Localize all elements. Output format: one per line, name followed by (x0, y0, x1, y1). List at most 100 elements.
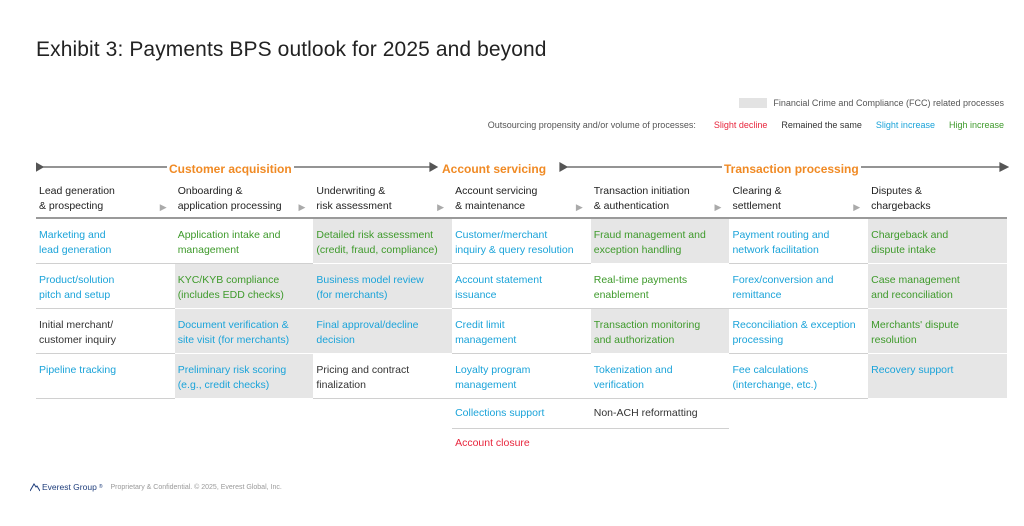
fcc-legend-label: Financial Crime and Compliance (FCC) rel… (773, 98, 1004, 108)
process-cell: Tokenization and verification (590, 354, 730, 399)
process-cell: Final approval/decline decision (313, 309, 453, 354)
column-arrow-icon: ▶ (159, 202, 167, 212)
process-cell: Preliminary risk scoring (e.g., credit ch… (174, 354, 314, 399)
process-cell: Account statement issuance (452, 264, 591, 309)
process-cell: Transaction monitoring and authorization (590, 309, 730, 354)
column-header-line: Account servicing (455, 185, 538, 197)
process-cell-line: Real-time payments (593, 274, 688, 286)
legend-fcc: Financial Crime and Compliance (FCC) rel… (739, 98, 1004, 108)
column-header-line: & maintenance (455, 200, 526, 212)
process-cell-line: Fraud management and (593, 229, 706, 241)
legend-outsourcing-label: Outsourcing propensity and/or volume of … (487, 120, 696, 130)
column-header-line: Transaction initiation (593, 185, 690, 197)
phase-transaction-processing: Transaction processing (722, 162, 861, 176)
column-header: Account servicing & maintenance ▶ (452, 181, 591, 219)
page-title: Exhibit 3: Payments BPS outlook for 2025… (36, 38, 547, 61)
process-cell-line: lead generation (39, 244, 112, 256)
process-cell: Case management and reconciliation (868, 264, 1007, 309)
process-cell: Credit limit management (452, 309, 591, 354)
everest-logo: Everest Group ® (30, 482, 103, 492)
process-cell: Non-ACH reformatting (590, 399, 730, 429)
process-cell-line: Customer/merchant (455, 229, 548, 241)
legend-high-increase: High increase (948, 120, 1004, 130)
copyright: Proprietary & Confidential. © 2025, Ever… (110, 483, 282, 491)
column-header-line: risk assessment (316, 200, 392, 212)
logo-text: Everest Group (42, 482, 97, 492)
process-cell-line: Payment routing and (732, 229, 830, 241)
column-header-line: Underwriting & (316, 185, 386, 197)
process-cell-line: processing (732, 334, 784, 346)
process-cell-line: Marketing and (39, 229, 106, 241)
column-arrow-icon: ▶ (575, 202, 583, 212)
column-header-line: application processing (177, 200, 282, 212)
process-cell-line: Account statement (455, 274, 543, 286)
process-cell-line: Initial merchant/ (39, 319, 114, 331)
process-cell: KYC/KYB compliance (includes EDD checks) (174, 264, 314, 309)
process-cell-line: issuance (455, 289, 497, 301)
column-header-line: Lead generation (39, 185, 115, 197)
logo-mark: ® (98, 484, 103, 490)
column-header-line: Disputes & (871, 185, 922, 197)
process-column: Underwriting & risk assessment ▶ Detailed r… (313, 181, 453, 459)
process-cell-line: Account closure (455, 437, 530, 449)
process-cell-line: KYC/KYB compliance (177, 274, 280, 286)
process-cell: Fee calculations (interchange, etc.) (729, 354, 869, 399)
process-cell-line: remittance (732, 289, 782, 301)
process-cell-line: and reconciliation (871, 289, 953, 301)
process-cell-line: management (455, 379, 517, 391)
column-header: Transaction initiation & authentication ▶ (590, 181, 730, 219)
process-cell-line: (e.g., credit checks) (177, 379, 270, 391)
process-cell-line: Product/solution (39, 274, 115, 286)
process-cell-line: management (177, 244, 239, 256)
column-arrow-icon: ▶ (714, 202, 722, 212)
process-cell: Chargeback and dispute intake (868, 219, 1007, 264)
process-column: Transaction initiation & authentication ▶ F… (590, 181, 730, 459)
process-cell: Real-time payments enablement (590, 264, 730, 309)
process-cell-line: enablement (593, 289, 649, 301)
process-cell-line: Pricing and contract (316, 364, 410, 376)
process-cell-line: Document verification & (177, 319, 289, 331)
process-cell-line: Preliminary risk scoring (177, 364, 287, 376)
process-cell-line: Business model review (316, 274, 424, 286)
process-cell-line: Case management (871, 274, 960, 286)
column-header-line: & prospecting (39, 200, 104, 212)
process-cell: Reconciliation & exception processing (729, 309, 869, 354)
footer: Everest Group ® Proprietary & Confidentia… (30, 482, 282, 492)
phase-arrow-start (36, 162, 45, 172)
process-cell: Marketing and lead generation (36, 219, 175, 264)
process-cell: Collections support (452, 399, 591, 429)
legend-remained-same: Remained the same (781, 120, 862, 130)
process-cell-line: finalization (316, 379, 366, 391)
process-cell-line: Detailed risk assessment (316, 229, 434, 241)
legend-outsourcing: Outsourcing propensity and/or volume of … (488, 120, 1004, 130)
process-cell-line: Tokenization and (593, 364, 673, 376)
process-cell-line: resolution (871, 334, 917, 346)
process-cell-line: Loyalty program (455, 364, 531, 376)
column-arrow-icon: ▶ (298, 202, 306, 212)
phase-account-servicing: Account servicing (440, 162, 549, 176)
process-cell: Recovery support (868, 354, 1007, 399)
fcc-swatch (739, 98, 768, 108)
process-column: Clearing & settlement ▶ Payment routing and… (729, 181, 869, 459)
process-cell: Product/solution pitch and setup (36, 264, 175, 309)
column-arrow-icon: ▶ (437, 202, 445, 212)
process-cell-line: Recovery support (871, 364, 954, 376)
process-cell: Detailed risk assessment (credit, fraud, … (313, 219, 453, 264)
process-cell-line: Transaction monitoring (593, 319, 701, 331)
column-header-line: chargebacks (871, 200, 931, 212)
legend-slight-decline: Slight decline (713, 120, 768, 130)
process-cell-line: inquiry & query resolution (455, 244, 574, 256)
process-cell-line: Chargeback and (871, 229, 949, 241)
process-cell-line: pitch and setup (39, 289, 111, 301)
process-cell: Pipeline tracking (36, 354, 175, 399)
column-header: Underwriting & risk assessment ▶ (313, 181, 453, 219)
legend-slight-increase: Slight increase (875, 120, 935, 130)
process-cell: Initial merchant/customer inquiry (36, 309, 175, 354)
process-cell-line: network facilitation (732, 244, 819, 256)
process-cell-line: Pipeline tracking (39, 364, 117, 376)
phase-arrow-processing-end (999, 162, 1009, 172)
process-cell-line: Reconciliation & exception (732, 319, 856, 331)
column-header: Lead generation & prospecting ▶ (36, 181, 175, 219)
process-cell-line: Non-ACH reformatting (593, 407, 698, 419)
process-cell-line: dispute intake (871, 244, 936, 256)
